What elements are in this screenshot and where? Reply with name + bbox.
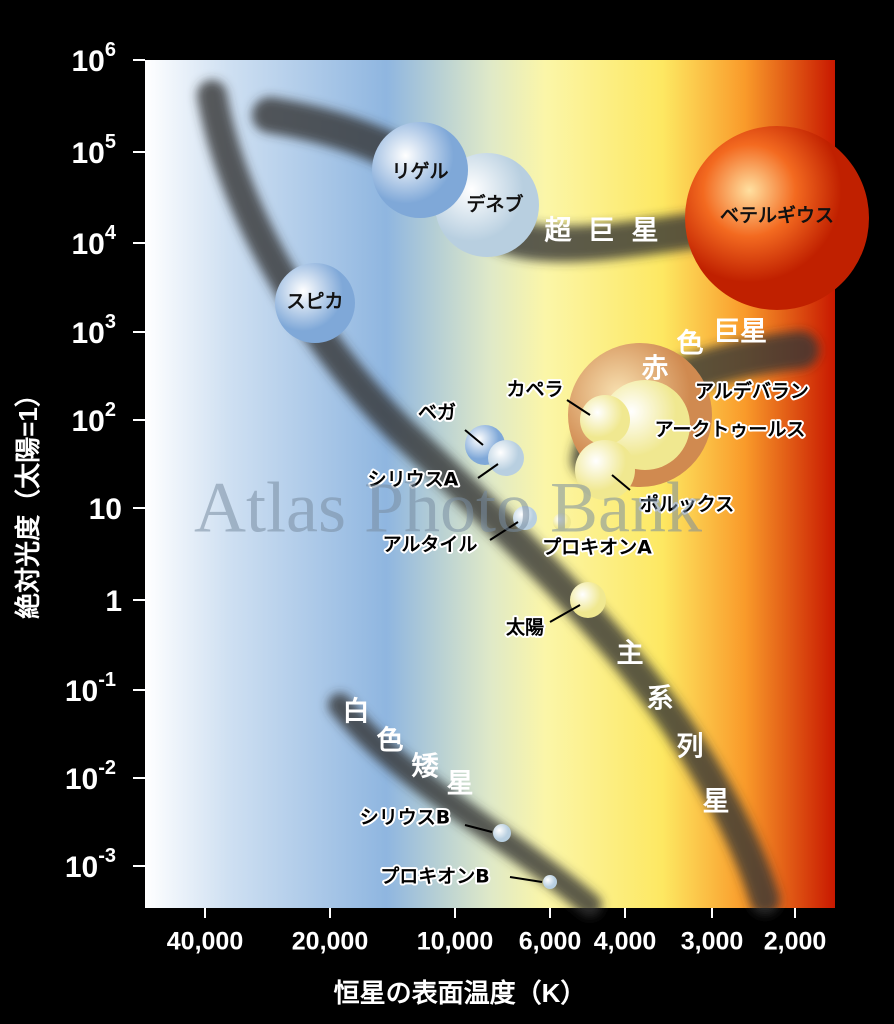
star-label: ベテルギウス	[720, 205, 834, 227]
region-label: 主	[617, 639, 644, 670]
y-tick-label: 105	[72, 131, 117, 170]
region-label: 星	[447, 769, 474, 800]
region-label: 赤	[642, 354, 669, 385]
region-label: 星	[632, 216, 659, 247]
y-tick-label: 10-2	[65, 757, 116, 796]
star-label: 太陽	[506, 616, 544, 639]
star-label: スピカ	[286, 291, 343, 313]
y-tick-label: 103	[72, 311, 117, 350]
x-tick-label: 6,000	[519, 928, 582, 956]
y-axis-label: 絶対光度（太陽=1）	[13, 381, 43, 619]
y-tick-label: 10	[89, 493, 122, 526]
y-tick-label: 102	[72, 399, 117, 438]
y-tick-label: 104	[72, 222, 117, 261]
star	[543, 875, 557, 889]
y-tick-label: 106	[72, 39, 117, 78]
region-label: 色	[377, 725, 404, 757]
tick-base: 1	[105, 585, 122, 618]
watermark: Atlas Photo Bank	[194, 468, 702, 548]
tick-exp: 2	[105, 399, 116, 421]
region-label: 巨星	[713, 317, 767, 348]
star-label: カペラ	[506, 379, 563, 401]
star-label: シリウスB	[360, 807, 450, 829]
y-tick-label: 10-3	[65, 845, 116, 884]
pointer-arrow	[489, 521, 519, 541]
star-label: アルタイル	[383, 534, 478, 556]
y-tick-label: 1	[105, 585, 122, 618]
tick-exp: -1	[98, 669, 116, 691]
tick-exp: 3	[105, 311, 116, 333]
x-tick-label: 3,000	[681, 928, 744, 956]
region-label: 矮	[412, 752, 440, 783]
pointer-arrow	[549, 604, 581, 623]
tick-exp: 5	[105, 131, 116, 153]
x-tick-label: 4,000	[594, 928, 657, 956]
star	[553, 513, 571, 531]
y-tick-label: 10-1	[65, 669, 116, 708]
star-label: リゲル	[391, 161, 448, 183]
tick-exp: 6	[105, 39, 116, 61]
tick-base: 10	[65, 763, 98, 796]
x-tick-label: 40,000	[167, 928, 243, 956]
tick-base: 10	[65, 851, 98, 884]
star-label: プロキオンB	[380, 865, 489, 888]
star-label: シリウスA	[368, 469, 459, 491]
star-label: デネブ	[466, 193, 523, 216]
tick-base: 10	[65, 675, 98, 708]
x-tick-label: 20,000	[292, 928, 368, 956]
pointer-arrow	[509, 876, 543, 883]
tick-exp: -2	[98, 757, 116, 779]
pointer-arrow	[464, 429, 484, 446]
star	[488, 440, 524, 476]
tick-base: 10	[72, 45, 105, 78]
region-label: 星	[703, 787, 730, 818]
tick-base: 10	[72, 405, 105, 438]
star-label: プロキオンA	[542, 536, 652, 559]
region-label: 超	[545, 216, 573, 247]
tick-base: 10	[72, 137, 105, 170]
star	[275, 263, 355, 343]
region-label: 列	[677, 732, 704, 763]
x-tick-label: 10,000	[417, 928, 493, 956]
tick-exp: 4	[105, 222, 117, 244]
star	[513, 506, 537, 530]
pointer-arrow	[611, 474, 631, 491]
region-label: 色	[677, 328, 704, 360]
tick-base: 10	[89, 493, 122, 526]
star-label: ベガ	[418, 402, 456, 424]
tick-base: 10	[72, 317, 105, 350]
tick-base: 10	[72, 228, 105, 261]
pointer-arrow	[566, 399, 591, 416]
star	[575, 440, 635, 500]
star	[580, 395, 630, 445]
x-axis-label: 恒星の表面温度（K）	[334, 978, 587, 1008]
tick-exp: -3	[98, 845, 116, 867]
x-tick-label: 2,000	[764, 928, 827, 956]
pointer-arrow	[477, 463, 499, 479]
region-label: 白	[343, 696, 370, 728]
star	[570, 582, 606, 618]
star	[372, 122, 468, 218]
star-label: アルデバラン	[695, 380, 809, 403]
star-label: アークトゥールス	[655, 419, 806, 441]
star	[685, 126, 869, 310]
star-label: ポルックス	[640, 493, 734, 516]
region-label: 系	[647, 684, 674, 715]
star	[493, 824, 511, 842]
region-label: 巨	[588, 216, 615, 247]
pointer-arrow	[464, 824, 493, 833]
